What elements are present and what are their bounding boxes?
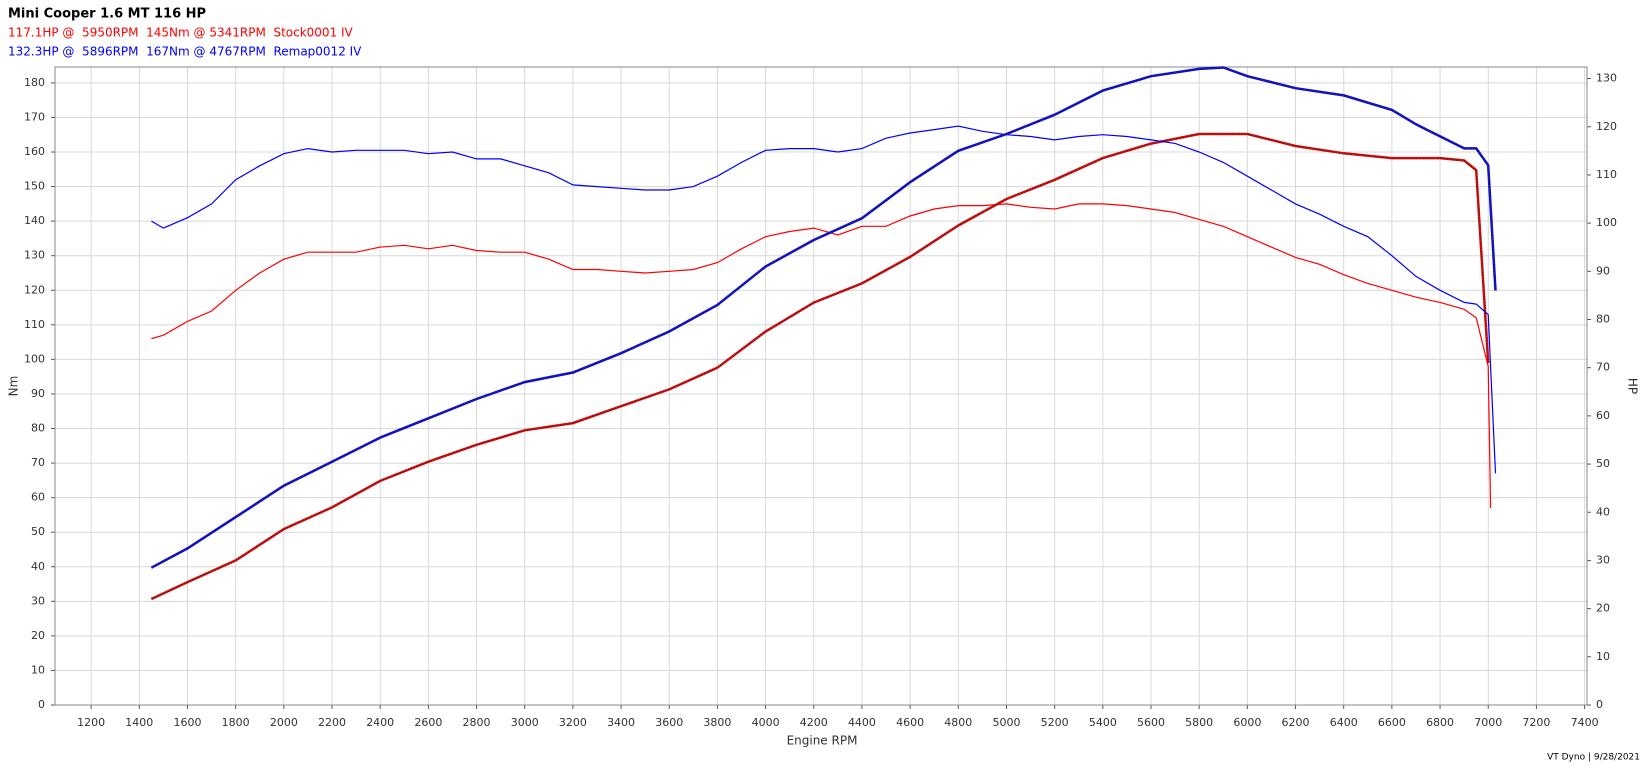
y-tick-label: 100 [24, 352, 45, 365]
y-tick-label: 30 [31, 594, 45, 607]
x-tick-label: 1400 [125, 716, 153, 729]
series-line [150, 132, 1490, 601]
x-tick-label: 2000 [270, 716, 298, 729]
x-tick-label: 2800 [463, 716, 491, 729]
plot-frame [54, 66, 1588, 706]
y-tick-label: 170 [24, 110, 45, 123]
x-tick-label: 1800 [222, 716, 250, 729]
x-tick-label: 5000 [992, 716, 1020, 729]
y2-tick-label: 120 [1596, 120, 1617, 133]
y-tick-label: 110 [24, 318, 45, 331]
y-tick-label: 60 [31, 491, 45, 504]
x-tick-label: 7000 [1474, 716, 1502, 729]
x-tick-label: 4600 [896, 716, 924, 729]
y-tick-label: 10 [31, 663, 45, 676]
y-axis-label: Nm [7, 376, 21, 397]
y2-tick-label: 90 [1596, 264, 1610, 277]
run-summary: 132.3HP @ 5896RPM 167Nm @ 4767RPM Remap0… [8, 45, 362, 59]
x-axis-label: Engine RPM [787, 734, 858, 748]
y-tick-label: 50 [31, 525, 45, 538]
x-tick-label: 6400 [1330, 716, 1358, 729]
y2-tick-label: 100 [1596, 216, 1617, 229]
x-tick-label: 3000 [511, 716, 539, 729]
x-tick-label: 2400 [366, 716, 394, 729]
y-tick-label: 80 [31, 422, 45, 435]
y-tick-label: 150 [24, 180, 45, 193]
x-tick-label: 6800 [1426, 716, 1454, 729]
y-tick-label: 120 [24, 283, 45, 296]
x-tick-label: 4000 [752, 716, 780, 729]
x-tick-label: 5200 [1041, 716, 1069, 729]
y2-axis-label: HP [1626, 378, 1640, 394]
x-tick-label: 2600 [414, 716, 442, 729]
series-line [151, 125, 1497, 474]
y2-tick-label: 20 [1596, 602, 1610, 615]
y-tick-label: 140 [24, 214, 45, 227]
x-tick-label: 3800 [703, 716, 731, 729]
y2-tick-label: 0 [1596, 698, 1603, 711]
x-tick-label: 6600 [1378, 716, 1406, 729]
x-tick-label: 4200 [800, 716, 828, 729]
y-tick-label: 40 [31, 560, 45, 573]
x-tick-label: 6000 [1233, 716, 1261, 729]
series-line [151, 203, 1492, 509]
x-tick-label: 3200 [559, 716, 587, 729]
x-tick-label: 6200 [1282, 716, 1310, 729]
y-tick-label: 70 [31, 456, 45, 469]
y2-tick-label: 60 [1596, 409, 1610, 422]
series-line [150, 66, 1497, 569]
y2-tick-label: 80 [1596, 313, 1610, 326]
y-tick-label: 0 [38, 698, 45, 711]
y2-tick-label: 10 [1596, 650, 1610, 663]
y2-tick-label: 40 [1596, 505, 1610, 518]
y2-tick-label: 110 [1596, 168, 1617, 181]
y-tick-label: 160 [24, 145, 45, 158]
chart-title: Mini Cooper 1.6 MT 116 HP [8, 7, 206, 22]
y2-tick-label: 130 [1596, 72, 1617, 85]
y-tick-label: 130 [24, 249, 45, 262]
series-dots [151, 66, 1497, 569]
series-dots [151, 133, 1489, 600]
x-tick-label: 3400 [607, 716, 635, 729]
x-tick-label: 4800 [944, 716, 972, 729]
y2-tick-label: 30 [1596, 553, 1610, 566]
y-tick-label: 20 [31, 629, 45, 642]
x-tick-label: 2200 [318, 716, 346, 729]
x-tick-label: 5800 [1185, 716, 1213, 729]
x-tick-label: 4400 [848, 716, 876, 729]
x-tick-label: 7200 [1522, 716, 1550, 729]
x-tick-label: 1200 [77, 716, 105, 729]
x-tick-label: 1600 [173, 716, 201, 729]
y2-tick-label: 70 [1596, 361, 1610, 374]
x-tick-label: 5600 [1137, 716, 1165, 729]
footer: VT Dyno | 9/28/2021 [1547, 753, 1640, 763]
y2-tick-label: 50 [1596, 457, 1610, 470]
y-tick-label: 90 [31, 387, 45, 400]
y-tick-label: 180 [24, 76, 45, 89]
x-tick-label: 7400 [1571, 716, 1599, 729]
run-summary: 117.1HP @ 5950RPM 145Nm @ 5341RPM Stock0… [8, 26, 354, 40]
x-tick-label: 5400 [1089, 716, 1117, 729]
x-tick-label: 3600 [655, 716, 683, 729]
